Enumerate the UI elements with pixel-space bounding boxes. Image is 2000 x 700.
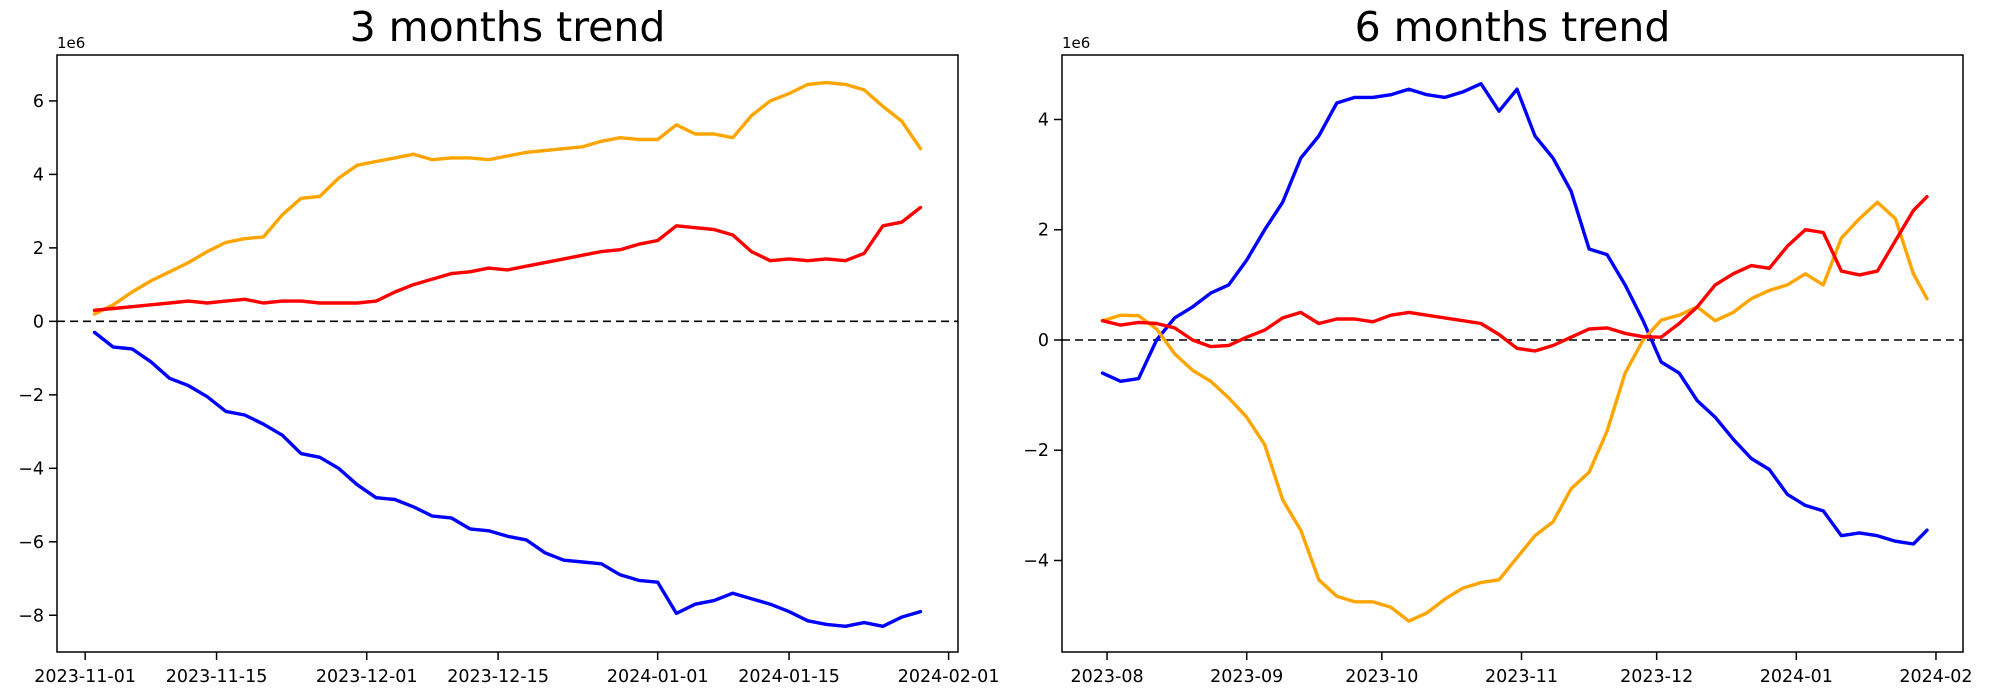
x-tick-label: 2023-11 [1485,667,1558,687]
y-tick-label: −2 [18,386,44,406]
x-tick-label: 2023-08 [1070,667,1143,687]
y-axis-offset-label-left: 1e6 [57,34,86,52]
x-tick-label: 2023-11-01 [34,667,136,687]
y-tick-label: −4 [18,459,44,479]
plot-area-border [56,54,959,653]
x-tick-label: 2023-11-15 [166,667,268,687]
x-tick-label: 2024-02 [1899,667,1972,687]
y-tick-label: 2 [33,239,44,259]
chart-right: 2023-08 2023-09 2023-10 2023-11 2023-12 2024-… [1023,54,1973,687]
chart-left: 2023-11-01 2023-11-15 2023-12-01 2023-12-15… [18,54,1000,687]
series-line-orange [1100,200,1929,623]
x-tick-label: 2024-02-01 [898,667,1000,687]
y-tick-label: 0 [1038,331,1049,351]
x-tick-label: 2024-01-01 [607,667,709,687]
series-line-blue [1100,81,1929,546]
x-tick-label: 2023-10 [1345,667,1418,687]
x-tick-label: 2024-01-15 [738,667,840,687]
y-tick-label: 6 [33,92,44,112]
x-tick-label: 2023-12-01 [316,667,418,687]
series-line-blue [92,330,923,628]
series-line-red [92,205,923,312]
y-tick-label: 2 [1038,221,1049,241]
y-tick-label: 4 [1038,110,1049,130]
plot-area-border [1061,54,1964,653]
y-tick-label: 0 [33,312,44,332]
y-tick-label: −6 [18,533,44,553]
series-line-red [1100,194,1929,353]
x-tick-label: 2023-12 [1620,667,1693,687]
x-tick-label: 2023-12-15 [447,667,549,687]
series-line-orange [92,80,923,316]
y-tick-label: −2 [1023,441,1049,461]
y-tick-label: −8 [18,606,44,626]
y-tick-label: 4 [33,165,44,185]
x-tick-label: 2023-09 [1210,667,1283,687]
chart-title-3-months: 3 months trend [349,3,666,51]
x-tick-label: 2024-01 [1760,667,1833,687]
y-tick-label: −4 [1023,551,1049,571]
chart-title-6-months: 6 months trend [1354,3,1671,51]
y-axis-offset-label-right: 1e6 [1062,34,1091,52]
